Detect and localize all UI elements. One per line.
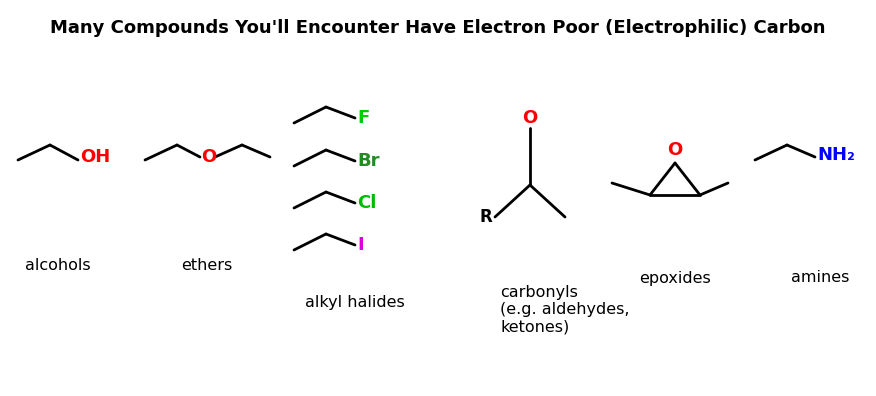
Text: R: R	[479, 208, 492, 226]
Text: carbonyls
(e.g. aldehydes,
ketones): carbonyls (e.g. aldehydes, ketones)	[500, 285, 630, 335]
Text: NH₂: NH₂	[817, 146, 855, 164]
Text: Cl: Cl	[357, 194, 377, 212]
Text: alcohols: alcohols	[25, 257, 91, 272]
Text: O: O	[668, 141, 682, 159]
Text: O: O	[201, 148, 216, 166]
Text: OH: OH	[80, 148, 110, 166]
Text: Br: Br	[357, 152, 379, 170]
Text: alkyl halides: alkyl halides	[305, 295, 405, 310]
Text: epoxides: epoxides	[639, 270, 711, 286]
Text: ethers: ethers	[181, 257, 233, 272]
Text: O: O	[522, 109, 538, 127]
Text: Many Compounds You'll Encounter Have Electron Poor (Electrophilic) Carbon: Many Compounds You'll Encounter Have Ele…	[50, 19, 826, 37]
Text: F: F	[357, 109, 370, 127]
Text: amines: amines	[791, 270, 849, 286]
Text: I: I	[357, 236, 364, 254]
